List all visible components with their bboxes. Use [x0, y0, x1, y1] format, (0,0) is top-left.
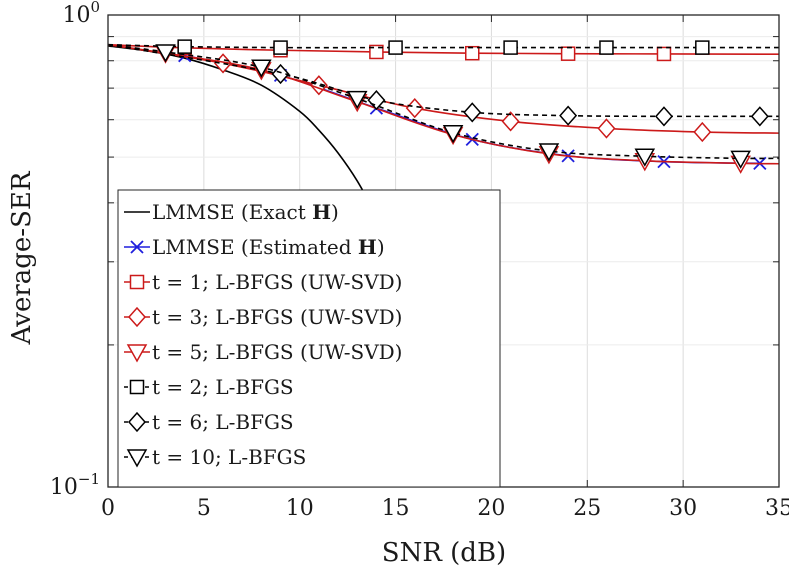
x-axis-label: SNR (dB) [382, 538, 506, 568]
legend-entry: LMMSE (Exact H) [124, 200, 339, 224]
legend-entry: t = 10; L-BFGS [124, 445, 306, 469]
data-point-marker [597, 118, 616, 139]
legend-entry: LMMSE (Estimated H) [124, 235, 385, 259]
x-tick-label: 15 [382, 496, 410, 521]
legend-entry: t = 5; L-BFGS (UW-SVD) [124, 340, 402, 364]
data-point-marker [271, 63, 290, 85]
legend-entry: t = 6; L-BFGS [124, 410, 294, 434]
legend-label: t = 1; L-BFGS (UW-SVD) [152, 270, 402, 294]
data-point-marker [503, 40, 518, 55]
data-point-marker [369, 44, 384, 60]
data-point-marker [346, 90, 368, 110]
legend-label: LMMSE (Estimated H) [152, 235, 385, 259]
legend-label: t = 6; L-BFGS [152, 410, 294, 434]
data-point-marker [693, 121, 712, 143]
data-point-marker [501, 111, 520, 132]
legend-entries: LMMSE (Exact H) LMMSE (Estimated H) t = 1;… [124, 200, 402, 469]
data-point-marker [442, 125, 464, 144]
data-point-marker [654, 106, 673, 127]
legend-label: t = 3; L-BFGS (UW-SVD) [152, 305, 402, 329]
data-point-marker [559, 105, 578, 126]
data-point-marker [656, 46, 672, 62]
series-3 [108, 43, 779, 143]
series-layer [108, 39, 779, 487]
data-point-marker [634, 148, 656, 167]
x-tick-label: 10 [286, 496, 314, 521]
y-tick-label: 10−1 [50, 470, 100, 500]
series-line [108, 43, 779, 55]
data-point-marker [463, 102, 482, 123]
data-point-marker [538, 143, 560, 162]
legend-marker [126, 449, 148, 468]
series-line [108, 43, 779, 118]
data-point-marker [388, 40, 403, 55]
legend-marker [127, 411, 147, 433]
data-point-marker [560, 46, 576, 61]
x-tick-label: 25 [573, 496, 601, 521]
data-point-marker [465, 45, 480, 61]
series-line [108, 43, 779, 160]
legend-entry: t = 2; L-BFGS [124, 375, 294, 399]
legend-entry: t = 1; L-BFGS (UW-SVD) [124, 270, 402, 294]
series-line [108, 43, 779, 165]
legend-label: t = 10; L-BFGS [152, 445, 306, 469]
series-4 [108, 43, 779, 174]
data-point-marker [730, 150, 751, 169]
data-point-marker [695, 40, 710, 55]
legend-label: t = 5; L-BFGS (UW-SVD) [152, 340, 402, 364]
legend-label: t = 2; L-BFGS [152, 375, 294, 399]
series-line [108, 43, 779, 49]
legend-label: LMMSE (Exact H) [152, 200, 339, 224]
y-axis-label: Average-SER [7, 170, 37, 345]
x-tick-label: 0 [101, 496, 115, 521]
legend: LMMSE (Exact H) LMMSE (Estimated H) t = 1;… [117, 189, 501, 488]
legend-marker [129, 379, 145, 395]
legend-box [117, 189, 501, 488]
x-tick-label: 35 [765, 496, 789, 521]
data-point-marker [155, 44, 176, 63]
data-point-marker [750, 106, 769, 127]
y-tick-label: 100 [62, 0, 100, 28]
data-point-marker [599, 40, 614, 55]
x-tick-label: 20 [477, 496, 505, 521]
legend-marker [130, 240, 144, 254]
legend-entry: t = 3; L-BFGS (UW-SVD) [124, 305, 402, 329]
legend-marker [129, 274, 145, 290]
data-point-marker [251, 59, 272, 78]
legend-marker [126, 344, 148, 363]
data-point-marker [405, 97, 424, 119]
data-point-marker [177, 39, 192, 54]
series-7 [108, 43, 779, 169]
series-5 [108, 39, 779, 55]
legend-marker [127, 306, 147, 328]
x-tick-label: 5 [197, 496, 211, 521]
x-tick-label: 30 [669, 496, 697, 521]
data-point-marker [273, 40, 288, 55]
axis-ticks: 0 5 10 15 20 25 30 35 100 10−1 [50, 0, 789, 521]
